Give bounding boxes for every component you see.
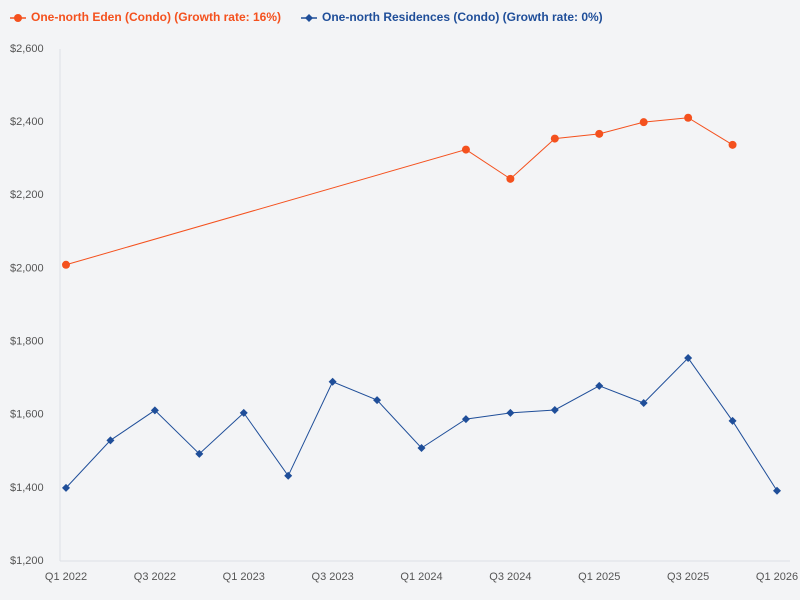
data-point [62, 260, 70, 269]
y-tick-label: $1,400 [10, 482, 44, 494]
data-point [595, 129, 604, 138]
data-point [461, 415, 470, 424]
data-point [150, 406, 159, 415]
series-line [65, 117, 733, 266]
data-point [728, 140, 737, 149]
y-tick-label: $1,600 [10, 409, 44, 421]
data-point [62, 483, 70, 492]
legend-item: One-north Eden (Condo) (Growth rate: 16%… [10, 10, 281, 24]
series [62, 354, 781, 495]
y-tick-label: $1,800 [10, 335, 44, 347]
data-point [506, 174, 515, 183]
x-tick-label: Q3 2022 [134, 571, 176, 583]
x-tick-label: Q3 2025 [667, 571, 709, 583]
data-point [684, 354, 693, 363]
data-point [373, 396, 382, 405]
x-tick-label: Q1 2026 [756, 571, 798, 583]
y-tick-label: $2,600 [10, 43, 44, 55]
data-point [417, 443, 426, 452]
data-point [639, 399, 648, 408]
data-point [639, 118, 648, 127]
legend-marker [305, 14, 313, 22]
data-point [284, 471, 293, 480]
legend-text: One-north Residences (Condo) (Growth rat… [322, 10, 603, 24]
legend-item: One-north Residences (Condo) (Growth rat… [301, 10, 603, 24]
series-line [65, 357, 778, 492]
data-point [550, 134, 559, 143]
data-point [728, 416, 737, 425]
data-point [595, 381, 604, 390]
series [62, 113, 737, 269]
x-tick-label: Q3 2024 [489, 571, 531, 583]
x-tick-label: Q1 2023 [223, 571, 265, 583]
legend-text: One-north Eden (Condo) (Growth rate: 16%… [31, 10, 281, 24]
x-tick-label: Q1 2022 [45, 571, 87, 583]
data-point [239, 408, 248, 417]
data-point [684, 113, 693, 122]
data-point [550, 405, 559, 414]
data-point [195, 449, 204, 458]
y-tick-label: $2,200 [10, 189, 44, 201]
y-tick-label: $2,400 [10, 116, 44, 128]
x-tick-label: Q1 2024 [400, 571, 442, 583]
x-tick-label: Q1 2025 [578, 571, 620, 583]
data-point [328, 377, 337, 386]
data-point [773, 486, 781, 495]
x-tick-label: Q3 2023 [312, 571, 354, 583]
data-point [461, 145, 470, 154]
data-point [506, 408, 515, 417]
legend-marker [14, 14, 22, 22]
data-point [106, 436, 115, 445]
y-tick-label: $2,000 [10, 262, 44, 274]
y-tick-label: $1,200 [10, 555, 44, 567]
